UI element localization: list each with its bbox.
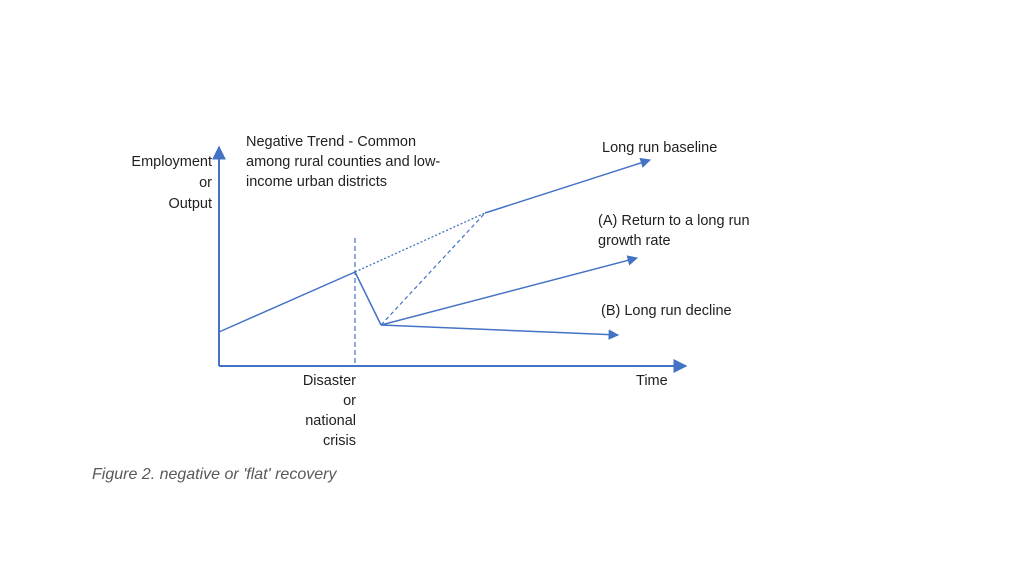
return-label-line-2: growth rate [598,233,671,249]
baseline-label: Long run baseline [602,140,717,156]
x-axis-label: Time [636,373,668,389]
return-label-line-1: (A) Return to a long run [598,213,750,229]
baseline-dotted-line [354,212,486,273]
decline-label: (B) Long run decline [601,303,732,319]
figure-caption: Figure 2. negative or 'flat' recovery [92,466,337,483]
return-growth-line [380,255,639,326]
y-axis-label-line-1: Employment [131,154,212,170]
header-note-line-1: Negative Trend - Common [246,134,416,150]
event-label-line-4: crisis [323,433,356,449]
header-note-line-2: among rural counties and low- [246,154,440,170]
y-axis-label-line-2: or [199,175,212,191]
event-label-line-1: Disaster [303,373,356,389]
event-label-line-2: or [343,393,356,409]
long-run-decline-line [380,324,620,340]
crisis-drop-line [354,271,382,326]
recovery-dashed-line [380,212,486,326]
header-note-line-3: income urban districts [246,174,387,190]
y-axis-label-line-3: Output [168,196,212,212]
pre-crisis-trend-line [218,271,356,333]
baseline-line [484,157,651,214]
event-label-line-3: national [305,413,356,429]
